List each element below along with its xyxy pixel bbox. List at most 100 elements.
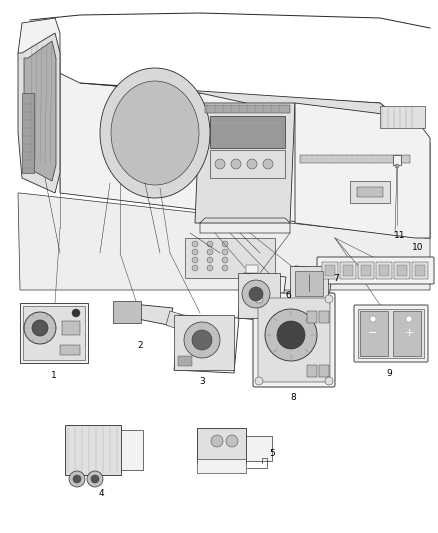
Polygon shape (290, 266, 333, 304)
Polygon shape (195, 103, 295, 223)
Polygon shape (238, 273, 286, 322)
Circle shape (211, 435, 223, 447)
Circle shape (255, 377, 263, 385)
Bar (210, 116, 285, 148)
Bar (325, 265, 335, 276)
Circle shape (222, 265, 228, 271)
Text: 4: 4 (98, 489, 104, 497)
Circle shape (395, 164, 399, 168)
Circle shape (242, 280, 270, 308)
Bar (358, 309, 424, 358)
Bar (358, 262, 374, 279)
Bar (246, 436, 272, 461)
Bar (23, 306, 85, 360)
Text: 10: 10 (412, 244, 424, 253)
Bar (113, 301, 141, 323)
Circle shape (207, 249, 213, 255)
Polygon shape (295, 103, 430, 238)
Text: 7: 7 (333, 274, 339, 283)
Bar (307, 311, 317, 323)
Circle shape (72, 309, 80, 317)
Bar (65, 425, 121, 475)
Circle shape (192, 241, 198, 247)
FancyBboxPatch shape (253, 293, 335, 387)
Circle shape (263, 159, 273, 169)
FancyBboxPatch shape (354, 305, 428, 362)
Text: 9: 9 (386, 368, 392, 377)
Text: 2: 2 (137, 341, 143, 350)
Circle shape (222, 241, 228, 247)
Polygon shape (166, 311, 183, 330)
Circle shape (32, 320, 48, 336)
Circle shape (207, 241, 213, 247)
Circle shape (247, 159, 257, 169)
Circle shape (73, 475, 81, 483)
Bar (360, 311, 388, 356)
Bar (290, 266, 328, 301)
Circle shape (215, 159, 225, 169)
Circle shape (87, 471, 103, 487)
Bar (185, 238, 275, 278)
Circle shape (325, 295, 333, 303)
Bar (319, 365, 329, 377)
Bar (340, 262, 356, 279)
Circle shape (192, 330, 212, 350)
Bar (319, 311, 329, 323)
Bar (62, 321, 80, 335)
Ellipse shape (100, 68, 210, 198)
Bar (300, 155, 410, 163)
Bar (397, 265, 407, 276)
Bar (376, 262, 392, 279)
Circle shape (222, 249, 228, 255)
Text: 5: 5 (269, 448, 275, 457)
Bar (393, 155, 401, 165)
Bar (307, 365, 317, 377)
Circle shape (207, 257, 213, 263)
Bar (121, 430, 143, 470)
Circle shape (24, 312, 56, 344)
Circle shape (265, 309, 317, 361)
Bar (295, 271, 323, 296)
Bar (238, 273, 280, 318)
Polygon shape (174, 315, 239, 373)
Circle shape (370, 316, 376, 322)
Circle shape (184, 322, 220, 358)
Bar (22, 93, 34, 173)
Ellipse shape (111, 81, 199, 185)
Circle shape (255, 295, 263, 303)
Polygon shape (18, 33, 60, 193)
Polygon shape (80, 83, 430, 143)
Circle shape (277, 321, 305, 349)
Bar (210, 150, 285, 178)
Bar (357, 187, 383, 197)
Circle shape (69, 471, 85, 487)
Bar (197, 428, 246, 463)
Bar (205, 105, 290, 113)
Bar (361, 265, 371, 276)
Text: 8: 8 (290, 392, 296, 401)
Bar (246, 265, 258, 273)
Circle shape (231, 159, 241, 169)
Circle shape (406, 316, 412, 322)
FancyBboxPatch shape (317, 257, 434, 284)
Text: 6: 6 (285, 291, 291, 300)
Bar (20, 303, 88, 363)
Polygon shape (24, 41, 56, 181)
FancyBboxPatch shape (258, 298, 330, 382)
Bar (412, 262, 428, 279)
Bar (60, 345, 80, 355)
Text: 1: 1 (51, 370, 57, 379)
Text: 11: 11 (394, 230, 406, 239)
Bar (394, 262, 410, 279)
Polygon shape (18, 18, 430, 238)
Circle shape (207, 265, 213, 271)
Text: 3: 3 (199, 377, 205, 386)
Circle shape (192, 265, 198, 271)
Bar (197, 459, 246, 473)
Circle shape (226, 435, 238, 447)
Bar (350, 181, 390, 203)
Bar (174, 315, 234, 370)
Bar (343, 265, 353, 276)
Bar (379, 265, 389, 276)
Polygon shape (18, 193, 430, 290)
